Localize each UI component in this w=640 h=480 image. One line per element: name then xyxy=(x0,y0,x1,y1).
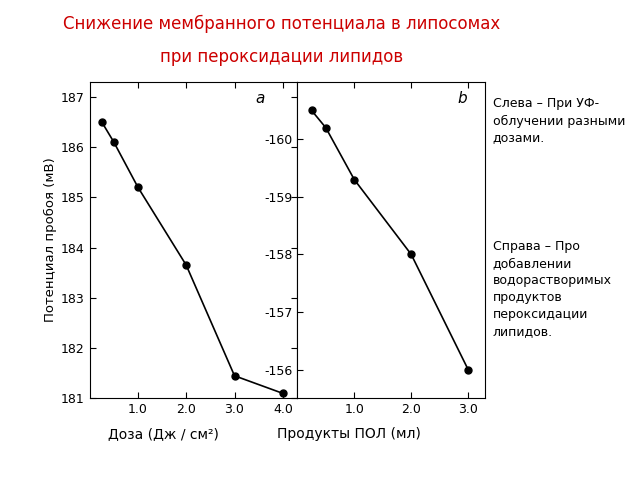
Text: при пероксидации липидов: при пероксидации липидов xyxy=(160,48,403,66)
Text: Продукты ПОЛ (мл): Продукты ПОЛ (мл) xyxy=(277,427,420,442)
Text: Доза (Дж / см²): Доза (Дж / см²) xyxy=(108,427,219,442)
Text: Слева – При УФ-
облучении разными
дозами.: Слева – При УФ- облучении разными дозами… xyxy=(493,97,625,144)
Text: a: a xyxy=(256,91,265,106)
Y-axis label: Потенциал пробоя (мВ): Потенциал пробоя (мВ) xyxy=(44,157,57,323)
Text: Снижение мембранного потенциала в липосомах: Снижение мембранного потенциала в липосо… xyxy=(63,14,500,33)
Text: b: b xyxy=(457,91,467,106)
Text: Справа – Про
добавлении
водорастворимых
продуктов
пероксидации
липидов.: Справа – Про добавлении водорастворимых … xyxy=(493,240,612,338)
